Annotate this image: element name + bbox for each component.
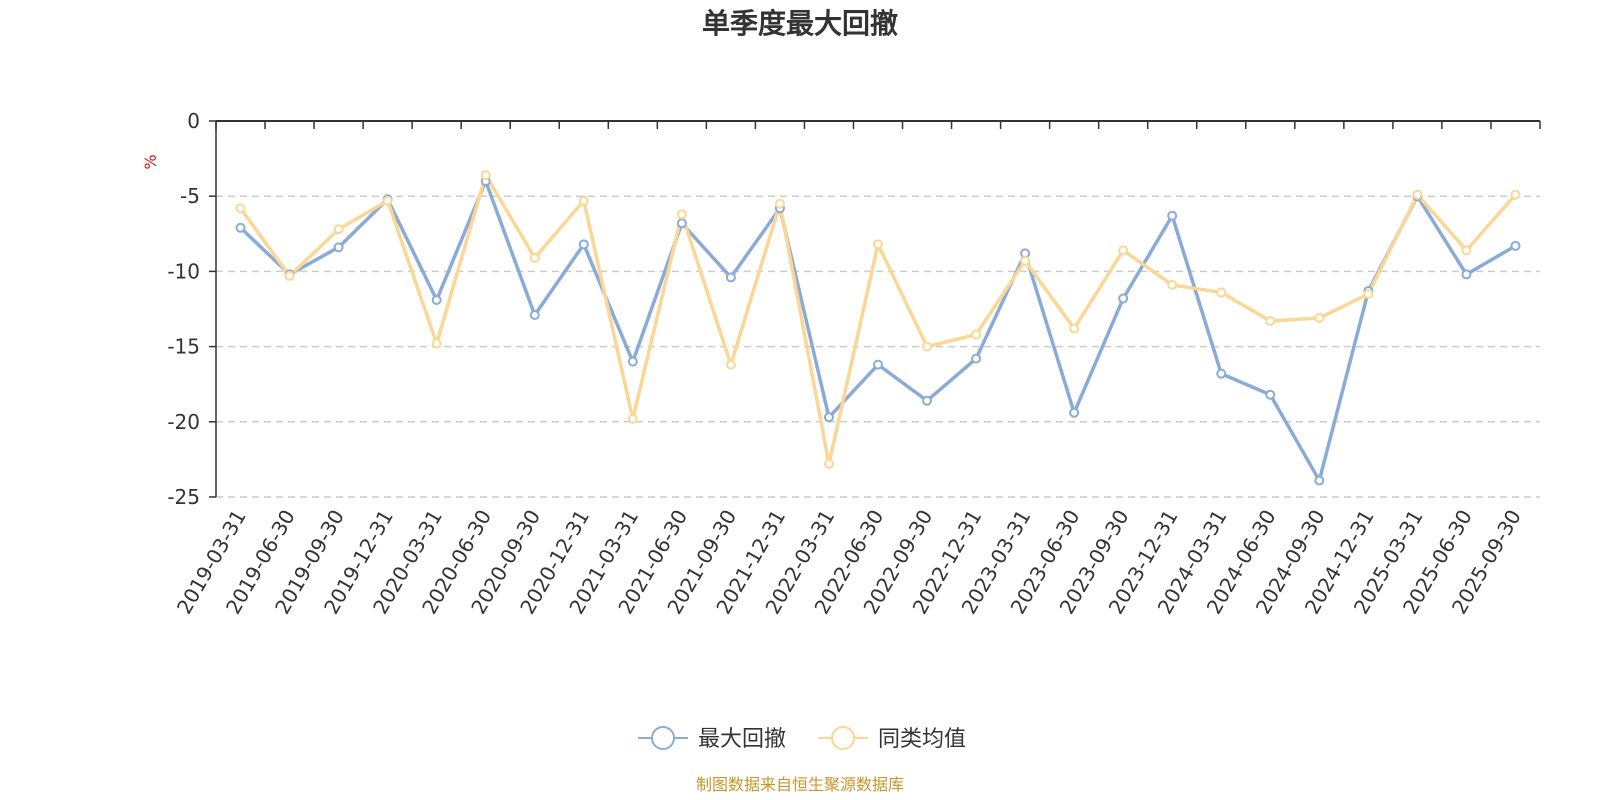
source-note: 制图数据来自恒生聚源数据库 [696, 775, 904, 794]
data-point [578, 239, 589, 250]
data-point [333, 224, 344, 235]
data-point [1020, 255, 1031, 266]
data-point [578, 195, 589, 206]
y-tick-label: 0 [187, 109, 200, 133]
data-point [284, 270, 295, 281]
series-lines [235, 170, 1521, 486]
data-point [431, 294, 442, 305]
data-point [922, 395, 933, 406]
data-point [1461, 269, 1472, 280]
y-tick-label: -25 [167, 485, 200, 509]
data-point [774, 198, 785, 209]
data-point [1461, 245, 1472, 256]
data-point [873, 239, 883, 250]
y-tick-label: -10 [167, 259, 200, 283]
data-point [1314, 475, 1325, 486]
data-point [1216, 368, 1227, 379]
data-point [1167, 279, 1178, 290]
data-point [823, 412, 834, 423]
y-tick-label: -20 [167, 410, 200, 434]
y-tick-label: -15 [167, 335, 200, 359]
data-point [1167, 210, 1178, 221]
chart-title: 单季度最大回撤 [702, 7, 898, 40]
data-point [922, 341, 933, 352]
data-point [1265, 316, 1276, 327]
y-tick-label: -5 [180, 184, 200, 208]
legend-marker [831, 726, 855, 750]
y-axis-unit-label: % [141, 154, 160, 169]
data-point [1118, 293, 1129, 304]
data-point [627, 356, 638, 367]
data-point [382, 195, 393, 206]
data-point [676, 218, 687, 229]
data-point [1510, 189, 1521, 200]
legend-marker [651, 726, 675, 750]
data-point [1363, 288, 1374, 299]
data-point [1265, 389, 1276, 400]
data-point [1412, 189, 1423, 200]
data-point [725, 272, 736, 283]
data-point [725, 359, 736, 370]
data-point [971, 353, 982, 364]
data-point [235, 203, 246, 214]
data-point [1216, 287, 1227, 298]
data-point [1069, 407, 1080, 418]
data-point [873, 359, 883, 370]
data-point [823, 458, 834, 469]
legend: 最大回撤 同类均值 [638, 726, 966, 752]
data-point [529, 310, 540, 321]
data-point [480, 170, 491, 181]
data-point [235, 222, 246, 233]
data-point [431, 338, 442, 349]
data-point [627, 413, 638, 424]
axes: 0-5-10-15-20-252019-03-312019-06-302019-… [167, 109, 1541, 618]
series-line [238, 173, 1518, 466]
data-point [1510, 240, 1521, 251]
legend-label: 最大回撤 [698, 727, 786, 752]
data-point [333, 242, 344, 253]
data-point [1069, 323, 1080, 334]
data-point [529, 252, 540, 263]
data-point [676, 209, 687, 220]
data-point [1118, 245, 1129, 256]
legend-label: 同类均值 [878, 727, 966, 752]
data-point [971, 329, 982, 340]
data-point [1314, 313, 1325, 324]
